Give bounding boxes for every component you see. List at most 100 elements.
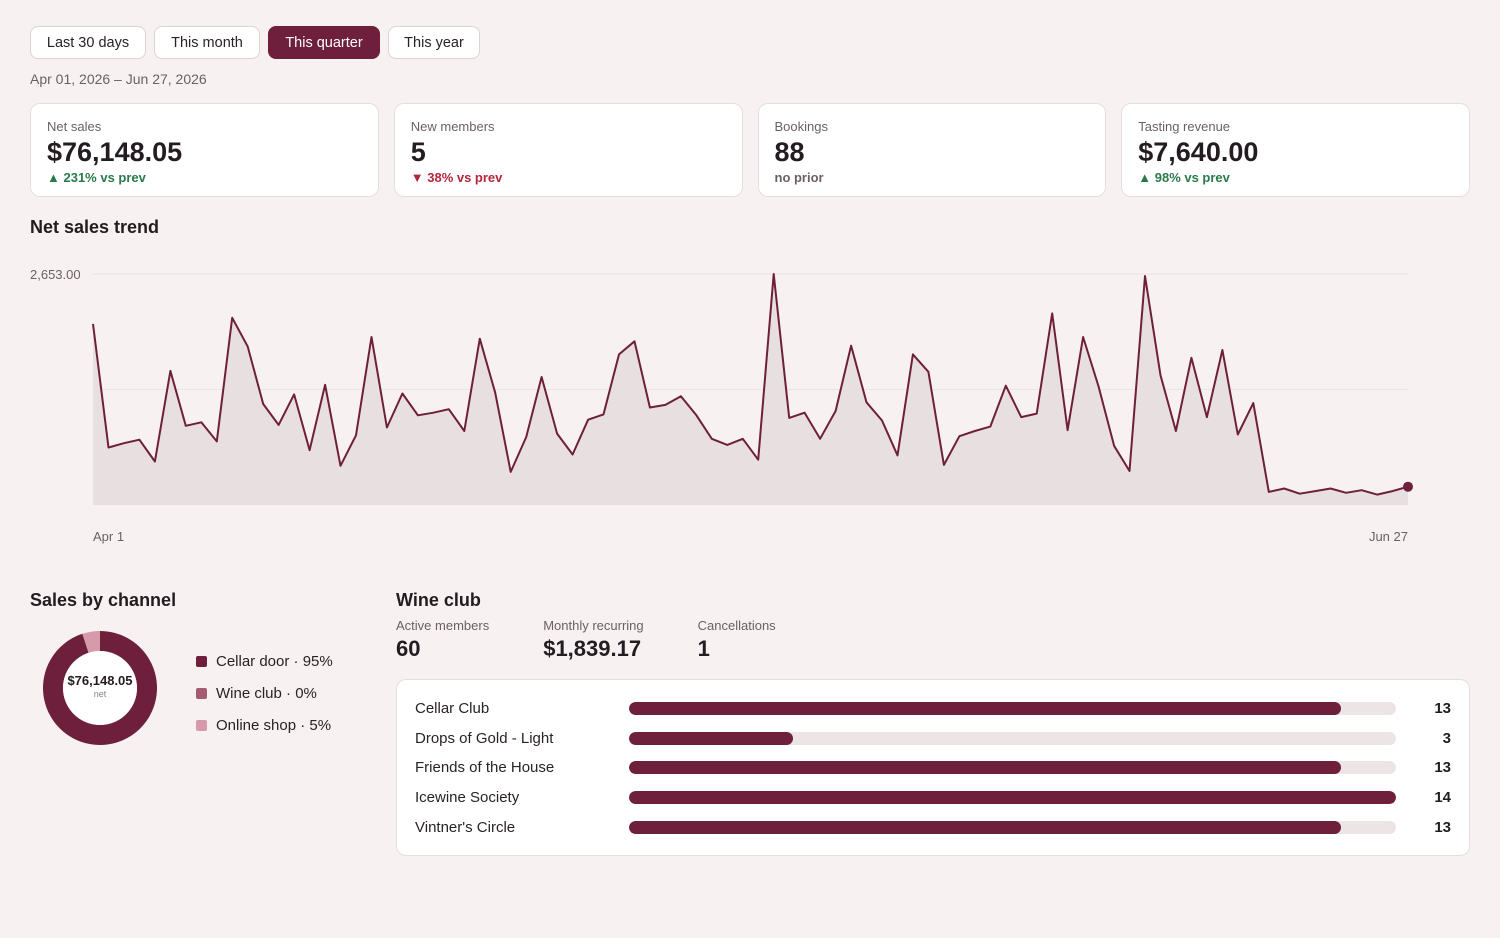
trend-point[interactable] xyxy=(1280,485,1288,493)
tier-bar-track xyxy=(628,791,1397,805)
trend-point[interactable] xyxy=(816,435,824,443)
trend-point[interactable] xyxy=(1342,489,1350,497)
trend-point[interactable] xyxy=(615,350,623,358)
trend-point[interactable] xyxy=(986,423,994,431)
trend-point[interactable] xyxy=(1079,333,1087,341)
latest-point-marker[interactable] xyxy=(1403,481,1413,492)
trend-point[interactable] xyxy=(398,390,406,398)
trend-point[interactable] xyxy=(507,468,515,476)
trend-point[interactable] xyxy=(1389,487,1397,495)
tab-this-month[interactable]: This month xyxy=(154,26,260,59)
tab-this-quarter[interactable]: This quarter xyxy=(268,26,380,59)
trend-point[interactable] xyxy=(1234,431,1242,439)
trend-point[interactable] xyxy=(1358,486,1366,494)
trend-point[interactable] xyxy=(321,381,329,389)
trend-point[interactable] xyxy=(182,422,190,430)
trend-point[interactable] xyxy=(429,409,437,417)
trend-point[interactable] xyxy=(863,398,871,406)
trend-point[interactable] xyxy=(275,421,283,429)
channels-title: Sales by channel xyxy=(30,590,177,610)
trend-point[interactable] xyxy=(847,342,855,350)
kpi-card-tasting-revenue: Tasting revenue $7,640.00 ▲ 98% vs prev xyxy=(1121,103,1470,197)
trend-point[interactable] xyxy=(1265,488,1273,496)
trend-point[interactable] xyxy=(1172,427,1180,435)
trend-point[interactable] xyxy=(1110,442,1118,450)
trend-point[interactable] xyxy=(1048,309,1056,317)
trend-point[interactable] xyxy=(894,451,902,459)
trend-point[interactable] xyxy=(1126,467,1134,475)
tab-last-30-days[interactable]: Last 30 days xyxy=(30,26,146,59)
trend-point[interactable] xyxy=(955,432,963,440)
trend-point[interactable] xyxy=(213,437,221,445)
trend-point[interactable] xyxy=(971,427,979,435)
trend-point[interactable] xyxy=(1095,383,1103,391)
trend-point[interactable] xyxy=(135,436,143,444)
trend-point[interactable] xyxy=(708,435,716,443)
trend-point[interactable] xyxy=(1033,410,1041,418)
trend-point[interactable] xyxy=(1296,490,1304,498)
trend-point[interactable] xyxy=(120,439,128,447)
tab-this-year[interactable]: This year xyxy=(388,26,480,59)
trend-point[interactable] xyxy=(1002,382,1010,390)
trend-point[interactable] xyxy=(89,320,97,328)
period-tabs: Last 30 days This month This quarter Thi… xyxy=(30,26,480,59)
trend-point[interactable] xyxy=(785,414,793,422)
trend-point[interactable] xyxy=(1017,413,1025,421)
trend-point[interactable] xyxy=(460,427,468,435)
trend-point[interactable] xyxy=(476,335,484,343)
trend-point[interactable] xyxy=(1203,413,1211,421)
trend-point[interactable] xyxy=(538,373,546,381)
trend-point[interactable] xyxy=(290,390,298,398)
trend-point[interactable] xyxy=(105,444,113,452)
trend-point[interactable] xyxy=(166,367,174,375)
trend-point[interactable] xyxy=(306,446,314,454)
trend-point[interactable] xyxy=(878,417,886,425)
trend-point[interactable] xyxy=(909,350,917,358)
trend-point[interactable] xyxy=(1064,426,1072,434)
trend-point[interactable] xyxy=(631,337,639,345)
trend-point[interactable] xyxy=(600,410,608,418)
trend-point[interactable] xyxy=(646,404,654,412)
kpi-delta: ▲ 231% vs prev xyxy=(47,169,146,185)
trend-point[interactable] xyxy=(368,333,376,341)
trend-point[interactable] xyxy=(352,431,360,439)
trend-point[interactable] xyxy=(569,451,577,459)
trend-point[interactable] xyxy=(1218,346,1226,354)
trend-point[interactable] xyxy=(414,411,422,419)
trend-point[interactable] xyxy=(1141,272,1149,280)
trend-point[interactable] xyxy=(244,343,252,351)
trend-point[interactable] xyxy=(723,441,731,449)
trend-point[interactable] xyxy=(1157,371,1165,379)
trend-point[interactable] xyxy=(228,314,236,322)
trend-point[interactable] xyxy=(754,456,762,464)
trend-point[interactable] xyxy=(584,416,592,424)
trend-point[interactable] xyxy=(1327,485,1335,493)
donut-slice[interactable] xyxy=(82,631,100,653)
trend-point[interactable] xyxy=(1187,354,1195,362)
trend-point[interactable] xyxy=(197,418,205,426)
trend-point[interactable] xyxy=(337,462,345,470)
trend-point[interactable] xyxy=(1249,399,1257,407)
trend-point[interactable] xyxy=(445,405,453,413)
trend-point[interactable] xyxy=(151,458,159,466)
trend-point[interactable] xyxy=(924,368,932,376)
trend-point[interactable] xyxy=(383,424,391,432)
trend-point[interactable] xyxy=(553,430,561,438)
donut-slice[interactable] xyxy=(43,631,158,745)
trend-point[interactable] xyxy=(1311,487,1319,495)
trend-point[interactable] xyxy=(801,409,809,417)
trend-point[interactable] xyxy=(940,461,948,469)
trend-point[interactable] xyxy=(739,435,747,443)
trend-point[interactable] xyxy=(677,392,685,400)
trend-point[interactable] xyxy=(1373,491,1381,499)
trend-point[interactable] xyxy=(259,400,267,408)
trend-point[interactable] xyxy=(692,411,700,419)
x-tick-label-start: Apr 1 xyxy=(93,529,124,544)
trend-point[interactable] xyxy=(770,270,778,278)
trend-point[interactable] xyxy=(491,389,499,397)
trend-point[interactable] xyxy=(661,401,669,409)
trend-point[interactable] xyxy=(832,407,840,415)
kpi-card-net-sales: Net sales $76,148.05 ▲ 231% vs prev xyxy=(30,103,379,197)
trend-point[interactable] xyxy=(522,433,530,441)
net-sales-trend-chart: 2,653.00 Apr 1 Jun 27 xyxy=(30,267,1413,544)
